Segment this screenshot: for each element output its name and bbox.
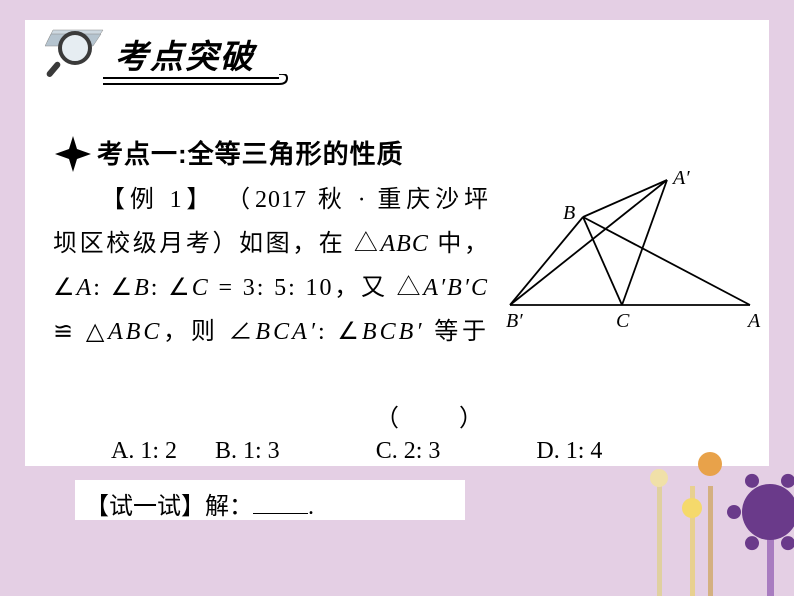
tryit-box: 【试一试】解：.: [75, 480, 465, 520]
svg-text:A: A: [746, 310, 761, 332]
example-line4: ≌ △ABC，则 ∠BCA′: ∠BCB′ 等于: [53, 310, 489, 354]
svg-text:C: C: [616, 310, 630, 332]
example-line1: 【例 1】 （2017 秋 · 重庆沙坪: [53, 178, 489, 222]
answer-blank[interactable]: [253, 490, 308, 514]
magnifier-icon: [45, 28, 107, 80]
section-title: 考点突破: [115, 30, 255, 78]
example-line3: ∠A: ∠B: ∠C = 3: 5: 10，又 △A′B′C: [53, 266, 489, 310]
tryit-prefix: 【试一试】解：: [85, 494, 253, 520]
corner-decoration-icon: [584, 386, 794, 596]
example-line2: 坝区校级月考）如图，在 △ABC 中，: [53, 222, 489, 266]
svg-text:B: B: [563, 202, 575, 224]
choice-a: A. 1: 2: [111, 438, 177, 465]
answer-paren: （ ）: [375, 398, 487, 433]
choice-b: B. 1: 3: [215, 438, 280, 465]
example-text: 【例 1】 （2017 秋 · 重庆沙坪 坝区校级月考）如图，在 △ABC 中，…: [53, 178, 489, 354]
svg-text:B′: B′: [506, 310, 523, 332]
point-heading: 考点一:全等三角形的性质: [97, 134, 404, 171]
choice-c: C. 2: 3: [376, 438, 441, 465]
star-icon: [55, 136, 91, 172]
title-underline: [103, 74, 293, 90]
triangle-figure: A′ B B′ C A: [495, 170, 765, 340]
section-header: 考点突破: [25, 20, 769, 98]
tryit-suffix: .: [308, 494, 314, 520]
svg-text:A′: A′: [671, 170, 690, 189]
